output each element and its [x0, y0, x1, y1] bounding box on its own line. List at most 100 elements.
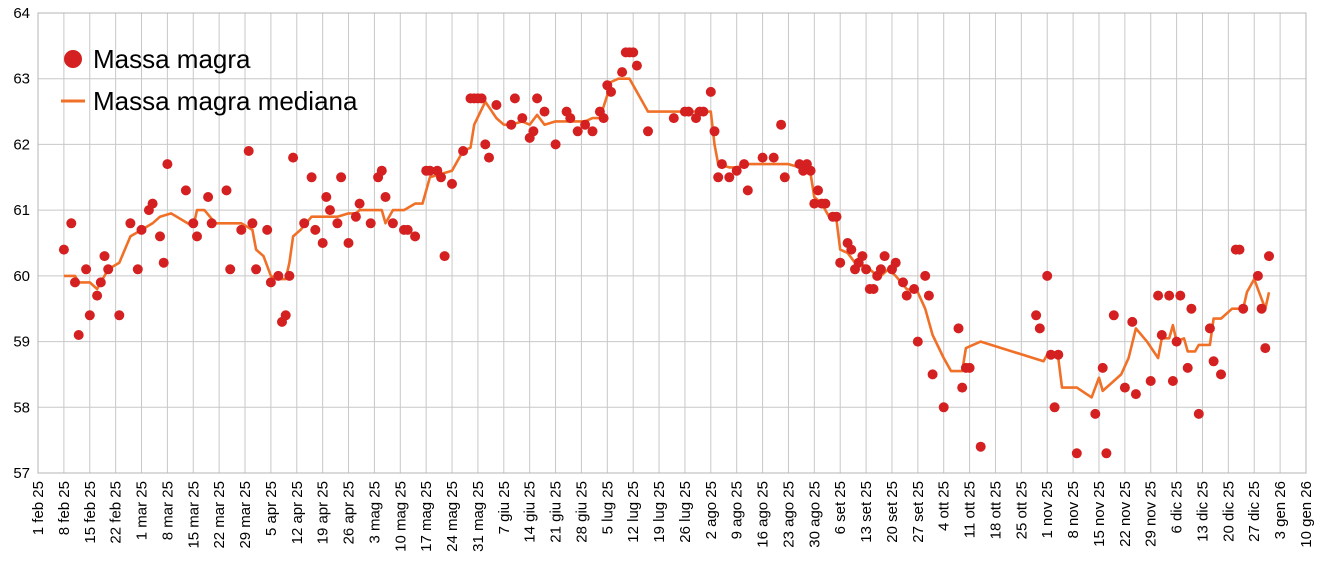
data-point [1108, 310, 1119, 321]
data-point [125, 218, 136, 229]
x-tick-label: 3 mag 25 [366, 481, 383, 544]
data-point [683, 106, 694, 117]
data-point [1260, 343, 1271, 354]
data-point [724, 172, 735, 183]
data-point [70, 277, 80, 288]
data-point [631, 60, 642, 71]
data-point [598, 113, 609, 124]
data-point [835, 257, 846, 268]
data-point [1127, 316, 1138, 327]
data-point [458, 146, 469, 156]
data-point [1252, 270, 1263, 281]
data-point [262, 224, 273, 235]
x-tick-label: 1 feb 25 [30, 481, 47, 535]
data-point [387, 218, 398, 229]
data-point [938, 402, 949, 413]
y-tick-label: 64 [13, 5, 30, 22]
data-point [709, 126, 720, 137]
data-point [757, 152, 768, 163]
data-point [1204, 323, 1215, 334]
data-point [321, 192, 332, 202]
data-point [957, 382, 968, 393]
x-tick-label: 5 apr 25 [263, 481, 280, 536]
data-point [506, 119, 517, 130]
data-point [528, 126, 539, 137]
x-tick-label: 26 apr 25 [341, 481, 358, 544]
data-point [284, 270, 295, 281]
data-point [265, 277, 276, 288]
data-point [491, 100, 502, 110]
data-point [288, 152, 299, 163]
data-point [1186, 303, 1197, 314]
data-point [964, 362, 975, 373]
data-point [716, 159, 727, 170]
x-tick-label: 25 ott 25 [1013, 481, 1030, 539]
data-point [920, 270, 931, 281]
data-point [84, 310, 95, 321]
x-tick-label: 13 dic 25 [1194, 481, 1211, 542]
data-point [1153, 290, 1164, 301]
x-tick-label: 28 giu 25 [573, 481, 590, 543]
y-tick-label: 57 [13, 465, 30, 482]
data-point [299, 218, 310, 229]
x-tick-label: 14 giu 25 [522, 481, 539, 543]
data-point [66, 218, 77, 229]
data-point [923, 290, 934, 301]
data-point [580, 119, 591, 130]
data-point [251, 264, 262, 275]
data-point [861, 264, 872, 275]
data-point [73, 330, 84, 340]
x-tick-label: 22 mar 25 [211, 481, 228, 549]
x-tick-label: 9 ago 25 [729, 481, 746, 539]
x-tick-label: 5 lug 25 [599, 481, 616, 534]
data-point [180, 185, 191, 196]
x-tick-label: 17 mag 25 [418, 481, 435, 552]
data-point [280, 310, 291, 321]
data-point [909, 284, 920, 294]
data-point [587, 126, 598, 137]
data-point [1264, 251, 1274, 262]
x-tick-label: 20 dic 25 [1220, 481, 1237, 542]
data-point [136, 224, 147, 235]
data-point [402, 224, 413, 235]
data-point [875, 264, 886, 275]
data-point [628, 47, 639, 58]
data-point [698, 106, 709, 117]
data-point [317, 238, 328, 248]
x-tick-label: 15 nov 25 [1091, 481, 1108, 547]
data-point [912, 336, 923, 347]
x-tick-label: 2 ago 25 [703, 481, 720, 539]
data-point [103, 264, 114, 275]
data-point [879, 251, 890, 262]
series-line [63, 77, 1271, 399]
data-point [975, 441, 986, 452]
data-point [705, 86, 716, 97]
data-point [243, 146, 254, 156]
data-point [813, 185, 823, 196]
x-tick-label: 23 ago 25 [780, 481, 797, 548]
y-tick-label: 63 [13, 71, 30, 88]
data-point [779, 172, 790, 183]
data-point [1053, 349, 1064, 360]
y-tick-label: 59 [13, 334, 30, 351]
data-point [376, 165, 387, 176]
x-tick-label: 22 nov 25 [1117, 481, 1134, 547]
data-point [713, 172, 724, 183]
data-point [380, 192, 391, 202]
data-point [192, 231, 202, 242]
data-point [901, 290, 912, 301]
data-point [439, 251, 450, 262]
x-tick-label: 27 dic 25 [1246, 481, 1263, 542]
x-tick-label: 19 lug 25 [651, 481, 668, 543]
x-tick-label: 19 apr 25 [315, 481, 332, 544]
y-tick-label: 62 [13, 136, 30, 153]
data-point [668, 113, 679, 124]
data-point [820, 198, 831, 209]
data-point [147, 198, 158, 209]
data-point [436, 172, 446, 183]
x-tick-label: 26 lug 25 [677, 481, 694, 543]
x-tick-label: 10 mag 25 [392, 481, 409, 552]
x-tick-label: 10 gen 26 [1298, 481, 1315, 548]
data-point [776, 119, 787, 130]
